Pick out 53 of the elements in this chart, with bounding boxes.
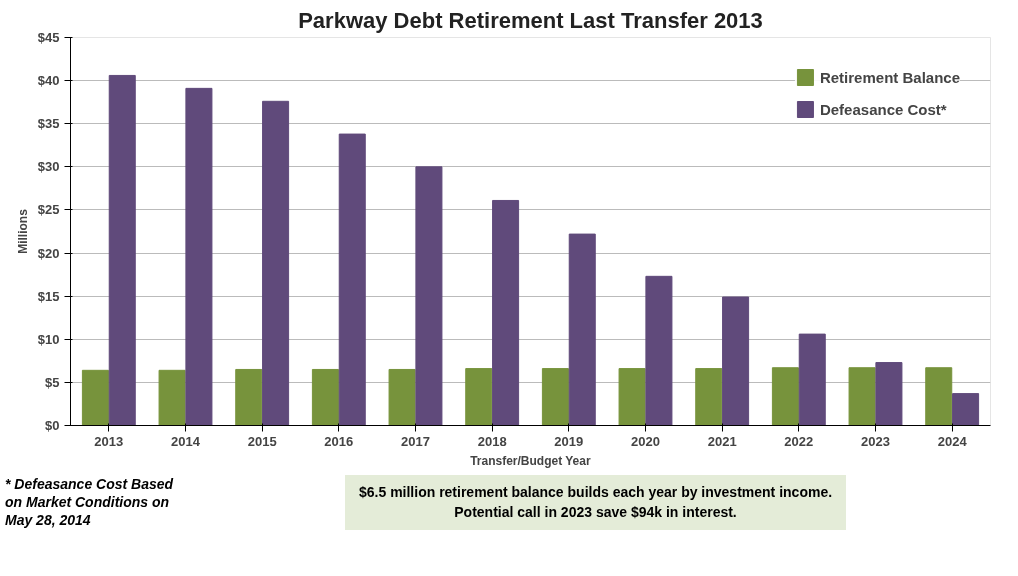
x-tick-label: 2016 (324, 433, 354, 449)
bar (415, 166, 443, 426)
x-tick-label: 2017 (401, 433, 430, 449)
x-axis-title: Transfer/Budget Year (470, 453, 591, 468)
chart-title: Parkway Debt Retirement Last Transfer 2013 (298, 7, 763, 33)
bar (465, 368, 493, 426)
bar (568, 233, 596, 426)
y-tick-label: $10 (37, 331, 60, 347)
y-tick-label: $25 (37, 202, 60, 218)
y-tick-label: $40 (37, 73, 60, 89)
y-axis-title: Millions (15, 208, 30, 254)
bar (771, 367, 799, 426)
bar (541, 368, 569, 426)
bar (81, 369, 109, 426)
y-tick-label: $20 (37, 245, 60, 261)
bar (645, 275, 673, 426)
bar (158, 369, 186, 426)
y-tick-label: $0 (45, 418, 60, 433)
x-tick-label: 2021 (707, 433, 737, 449)
text: $6.5 million retirement balance builds each year by investment income. Potential call in 2023 save $94k in interest. (345, 475, 847, 531)
y-tick-label: $35 (37, 116, 60, 132)
y-tick-label: $15 (37, 288, 60, 304)
bar (875, 362, 903, 426)
y-tick-label: $45 (37, 30, 60, 45)
bar (848, 367, 876, 426)
x-tick-label: 2019 (554, 433, 584, 449)
x-tick-label: 2020 (631, 433, 660, 449)
bar (311, 368, 339, 426)
x-tick-label: 2018 (477, 433, 507, 449)
y-tick-label: $5 (45, 374, 60, 390)
y-tick-label: $30 (37, 159, 60, 175)
x-tick-label: 2023 (861, 433, 890, 449)
bar (262, 100, 290, 426)
x-tick-label: 2022 (784, 433, 814, 449)
text: * Defeasance Cost Based on Market Conditions on May 28, 2014 (5, 475, 174, 530)
bar (695, 368, 723, 426)
legend-label: Retirement Balance (819, 68, 960, 86)
bar (108, 74, 136, 426)
bar (185, 87, 213, 426)
x-tick-label: 2014 (171, 433, 201, 449)
bar (338, 133, 366, 426)
x-tick-label: 2024 (937, 433, 968, 449)
x-tick-label: 2013 (94, 433, 124, 449)
x-tick-label: 2015 (247, 433, 277, 449)
legend-label: Defeasance Cost* (819, 100, 947, 118)
bar (925, 367, 953, 426)
bar (952, 393, 980, 426)
bar (798, 333, 826, 426)
bar (618, 368, 646, 426)
bar (492, 199, 520, 426)
bar (722, 296, 750, 426)
bar (388, 368, 416, 426)
bar (235, 368, 263, 426)
